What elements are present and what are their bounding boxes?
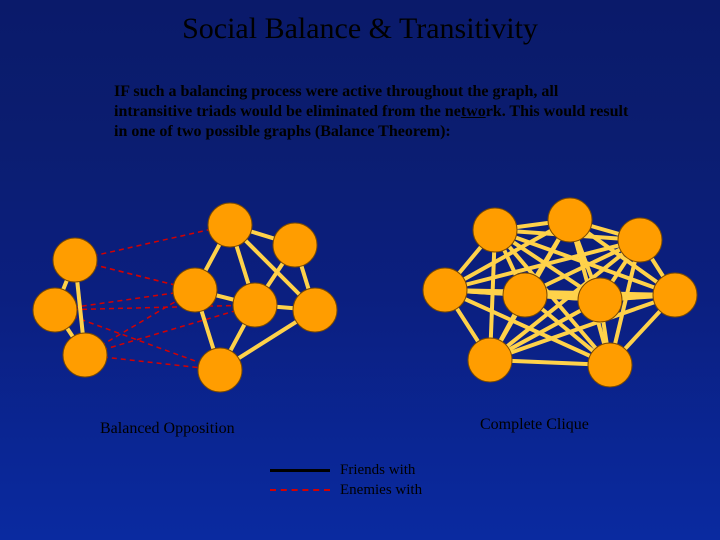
graph-node — [208, 203, 252, 247]
slide-paragraph: IF such a balancing process were active … — [114, 82, 634, 142]
left-graph — [20, 190, 350, 400]
graph-node — [548, 198, 592, 242]
legend-row-friends: Friends with — [270, 460, 422, 480]
right-graph — [395, 190, 715, 400]
slide-title: Social Balance & Transitivity — [0, 12, 720, 46]
caption-right: Complete Clique — [480, 416, 589, 434]
graph-node — [423, 268, 467, 312]
legend-label-friends: Friends with — [340, 462, 415, 479]
legend-label-enemies: Enemies with — [340, 482, 422, 499]
graph-node — [618, 218, 662, 262]
legend-row-enemies: Enemies with — [270, 480, 422, 500]
graph-node — [33, 288, 77, 332]
legend-swatch-solid — [270, 469, 330, 472]
graph-node — [233, 283, 277, 327]
graph-node — [53, 238, 97, 282]
diagram-area — [0, 190, 720, 410]
graph-node — [198, 348, 242, 392]
legend: Friends with Enemies with — [270, 460, 422, 500]
graph-node — [653, 273, 697, 317]
graph-node — [63, 333, 107, 377]
graph-node — [273, 223, 317, 267]
graph-node — [588, 343, 632, 387]
graph-node — [468, 338, 512, 382]
graph-node — [503, 273, 547, 317]
caption-left: Balanced Opposition — [100, 420, 235, 438]
slide: Social Balance & Transitivity IF such a … — [0, 0, 720, 540]
graph-node — [173, 268, 217, 312]
legend-swatch-dashed — [270, 489, 330, 491]
graph-node — [578, 278, 622, 322]
graph-node — [473, 208, 517, 252]
graph-node — [293, 288, 337, 332]
